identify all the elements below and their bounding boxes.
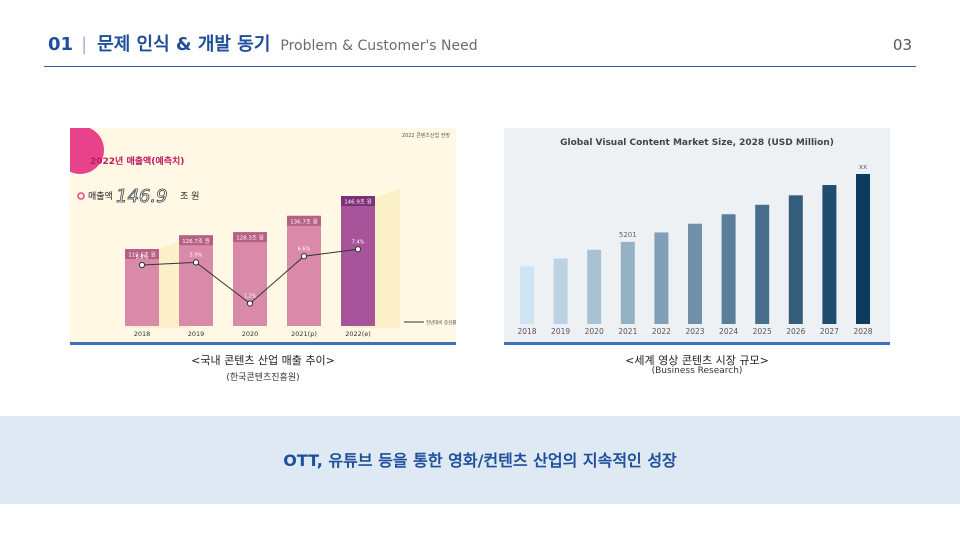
growth-point xyxy=(138,261,146,269)
bar-label-bg xyxy=(179,235,213,246)
bar-2021(p) xyxy=(287,215,321,326)
x-tick-label: 2026 xyxy=(786,327,805,336)
header: 01 | 문제 인식 & 개발 동기 Problem & Customer's … xyxy=(48,30,478,60)
x-tick-label: 2027 xyxy=(820,327,839,336)
legend-label: 전년대비 증감률 xyxy=(426,319,456,326)
bar-2018 xyxy=(125,249,159,326)
bar-2024 xyxy=(721,214,736,324)
x-tick-label: 2022(e) xyxy=(345,330,371,338)
left-source: (한국콘텐츠진흥원) xyxy=(226,373,300,383)
bar-2021 xyxy=(620,241,635,324)
growth-label: 6.6% xyxy=(298,246,311,252)
global-market-svg: Global Visual Content Market Size, 2028 … xyxy=(517,138,872,336)
x-tick-label: 2018 xyxy=(134,330,151,338)
bar-2028 xyxy=(856,174,870,324)
x-tick-label: 2019 xyxy=(188,330,205,338)
bar-label-bg xyxy=(287,215,321,226)
growth-label: 1.2% xyxy=(244,294,257,300)
bar-2019 xyxy=(553,258,568,324)
badge-year-text: 2022년 매출액(예측치) xyxy=(90,155,184,167)
bar-value-label: 146.9조 원 xyxy=(344,198,372,206)
growth-label: 5.9% xyxy=(190,252,203,258)
bar-2027 xyxy=(822,185,837,324)
growth-point xyxy=(246,300,254,307)
growth-point xyxy=(300,253,308,260)
section-number: 01 xyxy=(48,34,74,55)
source-corner-text: 2022 콘텐츠산업 전망 xyxy=(402,132,451,139)
bar-label-bg xyxy=(341,196,375,207)
x-tick-label: 2019 xyxy=(551,327,570,336)
growth-label: 7.4% xyxy=(352,239,365,245)
badge-circle xyxy=(56,126,104,174)
x-tick-label: 2021(p) xyxy=(291,330,317,338)
right-source: (Business Research) xyxy=(651,366,743,376)
bar-2020 xyxy=(587,249,602,324)
x-tick-label: 2021 xyxy=(618,327,637,336)
left-panel-underline xyxy=(70,342,456,345)
section-subtitle: Problem & Customer's Need xyxy=(280,38,478,54)
page-number: 03 xyxy=(892,36,912,54)
bar-2019 xyxy=(179,235,213,326)
chart-title: Global Visual Content Market Size, 2028 … xyxy=(560,138,834,148)
domestic-sales-svg: 2022년 매출액(예측치) 2022 콘텐츠산업 전망 매출액 146.9 조… xyxy=(56,126,456,338)
sales-unit: 조 원 xyxy=(180,191,199,202)
bar-annotation: xx xyxy=(859,163,867,171)
x-tick-label: 2020 xyxy=(242,330,259,338)
x-tick-label: 2025 xyxy=(753,327,772,336)
x-tick-label: 2018 xyxy=(517,327,536,336)
growth-label: 5.6% xyxy=(136,255,149,261)
left-caption: <국내 콘텐츠 산업 매출 추이> xyxy=(191,354,335,367)
bar-annotation: 5201 xyxy=(619,231,637,239)
bar-value-label: 119.6조 원 xyxy=(128,251,156,259)
bar-2026 xyxy=(788,195,803,324)
sales-label: 매출액 xyxy=(88,190,113,202)
summary-message: OTT, 유튜브 등을 통한 영화/컨텐츠 산업의 지속적인 성장 xyxy=(283,451,677,470)
x-tick-label: 2028 xyxy=(853,327,872,336)
x-tick-label: 2020 xyxy=(585,327,604,336)
bar-2022(e) xyxy=(341,196,375,326)
section-title: 문제 인식 & 개발 동기 xyxy=(97,34,271,55)
bar-label-bg xyxy=(125,249,159,260)
right-panel-underline xyxy=(504,342,890,345)
x-tick-label: 2023 xyxy=(685,327,704,336)
bar-value-label: 128.3조 원 xyxy=(236,234,264,242)
bar-2018 xyxy=(520,266,534,324)
bar-2025 xyxy=(755,204,770,324)
bar-2020 xyxy=(233,232,267,326)
bar-label-bg xyxy=(233,232,267,243)
summary-band xyxy=(0,416,960,504)
bar-2022 xyxy=(654,232,669,324)
x-tick-label: 2022 xyxy=(652,327,671,336)
header-rule xyxy=(44,66,916,67)
sales-value: 146.9 xyxy=(116,186,168,207)
domestic-sales-chart: 2022년 매출액(예측치) 2022 콘텐츠산업 전망 매출액 146.9 조… xyxy=(56,126,456,343)
right-caption: <세계 영상 콘텐츠 시장 규모> xyxy=(625,354,769,367)
growth-point xyxy=(354,246,362,253)
global-market-chart: Global Visual Content Market Size, 2028 … xyxy=(504,128,890,343)
header-divider: | xyxy=(81,34,88,55)
sales-bullet-icon xyxy=(77,192,85,200)
bar-value-label: 136.7조 원 xyxy=(290,217,318,225)
bar-2023 xyxy=(688,223,702,324)
x-tick-label: 2024 xyxy=(719,327,738,336)
growth-point xyxy=(192,259,200,266)
bar-value-label: 126.7조 원 xyxy=(182,237,210,245)
